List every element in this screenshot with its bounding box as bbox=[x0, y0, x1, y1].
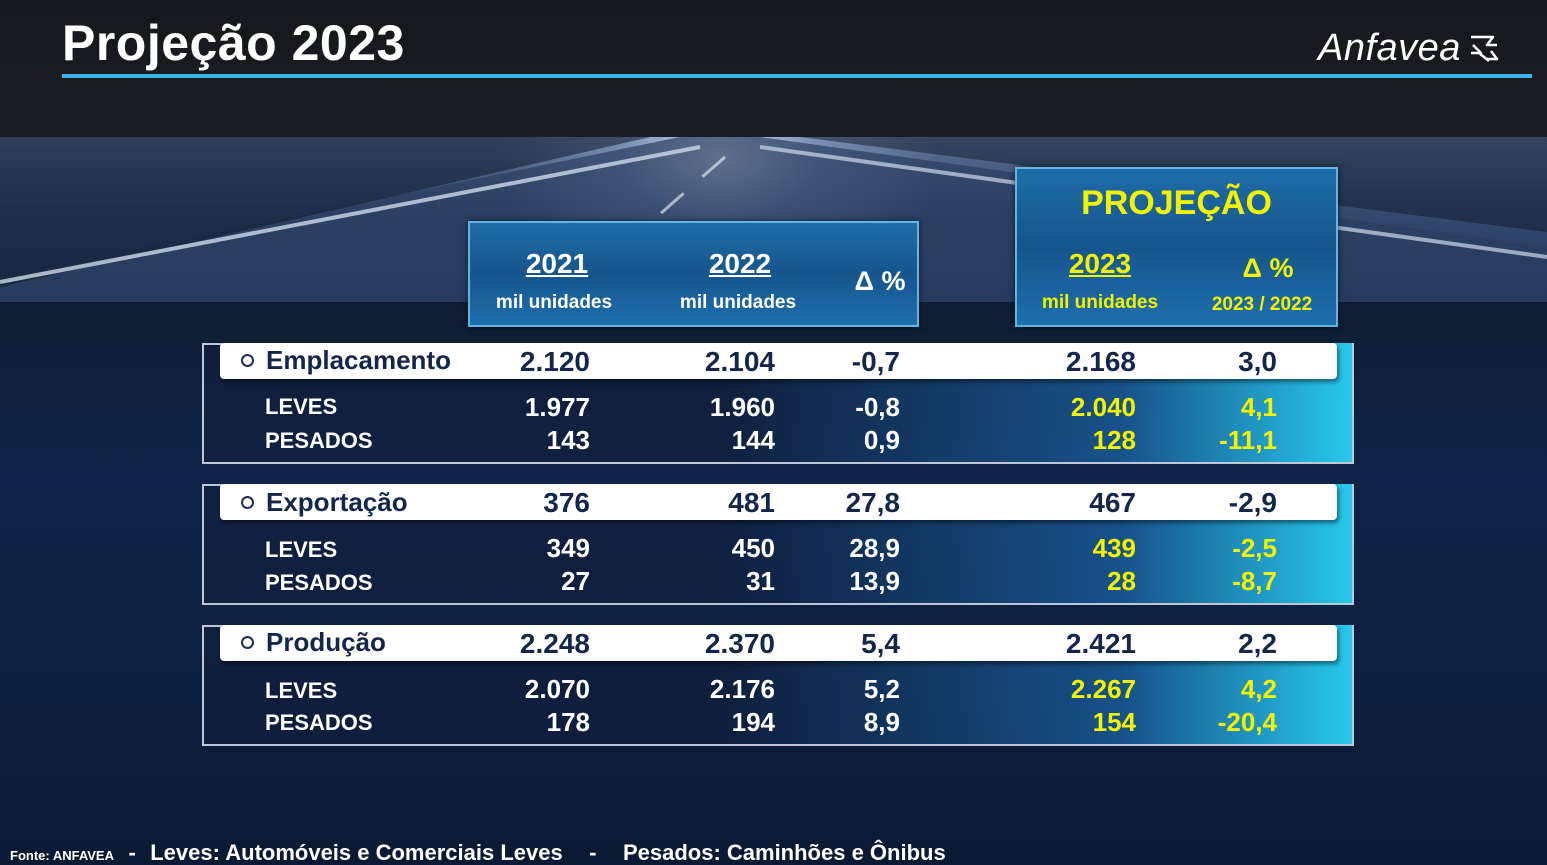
producao-delta: 5,4 bbox=[861, 628, 900, 659]
year-2023-unit: mil unidades bbox=[1041, 292, 1159, 313]
exportacao-2021: 376 bbox=[543, 487, 590, 518]
emplacamento-pesados-2021: 143 bbox=[546, 425, 590, 455]
emplacamento-2023: 2.168 bbox=[1065, 346, 1136, 377]
projection-title: PROJEÇÃO bbox=[1081, 184, 1272, 222]
exportacao-pesados-delta-proj: -8,7 bbox=[1232, 566, 1277, 596]
producao-leves-2022: 2.176 bbox=[709, 674, 775, 704]
producao-leves-2023: 2.267 bbox=[1070, 674, 1136, 704]
exportacao-leves-2022: 450 bbox=[731, 533, 775, 563]
footer-pesados-note: Pesados: Caminhões e Ônibus bbox=[622, 840, 946, 865]
footer-source: Fonte: ANFAVEA bbox=[10, 848, 114, 863]
logo-text: Anfavea bbox=[1318, 26, 1461, 69]
emplacamento-2021: 2.120 bbox=[519, 346, 590, 377]
page-title: Projeção 2023 bbox=[62, 15, 405, 71]
exportacao-pesados-delta: 13,9 bbox=[849, 566, 900, 596]
producao-bar bbox=[220, 625, 1337, 661]
producao-pesados-2022: 194 bbox=[731, 707, 775, 737]
exportacao-pesados-label: PESADOS bbox=[265, 570, 373, 595]
producao-label: Produção bbox=[266, 627, 386, 657]
title-underline bbox=[62, 74, 1532, 78]
emplacamento-pesados-delta-proj: -11,1 bbox=[1219, 425, 1277, 455]
exportacao-pesados-2023: 28 bbox=[1107, 566, 1136, 596]
exportacao-delta: 27,8 bbox=[845, 487, 901, 518]
producao-leves-delta-proj: 4,2 bbox=[1240, 674, 1277, 704]
exportacao-leves-delta: 28,9 bbox=[849, 533, 900, 563]
emplacamento-leves-label: LEVES bbox=[265, 394, 338, 419]
exportacao-leves-label: LEVES bbox=[265, 537, 338, 562]
producao-pesados-delta-proj: -20,4 bbox=[1217, 707, 1277, 737]
exportacao-label: Exportação bbox=[266, 487, 408, 517]
emplacamento-leves-2021: 1.977 bbox=[524, 392, 590, 422]
producao-2022: 2.370 bbox=[704, 628, 775, 659]
emplacamento-2022: 2.104 bbox=[704, 346, 775, 377]
anfavea-logo: Anfavea bbox=[1318, 26, 1501, 70]
delta-projection-header: Δ % bbox=[1242, 253, 1294, 283]
exportacao-pesados-2021: 27 bbox=[561, 566, 590, 596]
emplacamento-pesados-delta: 0,9 bbox=[863, 425, 900, 455]
bullet-icon bbox=[241, 496, 254, 509]
emplacamento-pesados-label: PESADOS bbox=[265, 428, 373, 453]
exportacao-delta-proj: -2,9 bbox=[1228, 487, 1277, 518]
exportacao-pesados-2022: 31 bbox=[746, 566, 775, 596]
emplacamento-leves-delta: -0,8 bbox=[855, 392, 900, 422]
producao-delta-proj: 2,2 bbox=[1238, 628, 1277, 659]
emplacamento-delta-proj: 3,0 bbox=[1238, 346, 1277, 377]
footer-note: Fonte: ANFAVEA - Leves: Automóveis e Com… bbox=[10, 840, 946, 865]
emplacamento-pesados-2023: 128 bbox=[1092, 425, 1136, 455]
delta-header: Δ % bbox=[854, 266, 906, 296]
emplacamento-leves-2023: 2.040 bbox=[1070, 392, 1136, 422]
emplacamento-leves-2022: 1.960 bbox=[709, 392, 775, 422]
delta-projection-subheader: 2023 / 2022 bbox=[1211, 294, 1313, 315]
history-header-box bbox=[468, 221, 919, 327]
exportacao-leves-2021: 349 bbox=[546, 533, 590, 563]
exportacao-bar bbox=[220, 484, 1337, 520]
footer-separator: - bbox=[589, 840, 597, 865]
projection-header-box bbox=[1015, 167, 1338, 327]
footer-leves-note: Leves: Automóveis e Comerciais Leves bbox=[150, 840, 563, 865]
exportacao-2023: 467 bbox=[1089, 487, 1136, 518]
producao-pesados-2023: 154 bbox=[1092, 707, 1136, 737]
year-2022-unit: mil unidades bbox=[679, 292, 797, 313]
bullet-icon bbox=[241, 354, 254, 367]
emplacamento-pesados-2022: 144 bbox=[731, 425, 775, 455]
emplacamento-bar bbox=[220, 343, 1337, 379]
producao-2021: 2.248 bbox=[519, 628, 590, 659]
footer-separator: - bbox=[128, 840, 136, 865]
exportacao-2022: 481 bbox=[728, 487, 775, 518]
emplacamento-label: Emplacamento bbox=[266, 345, 451, 375]
producao-leves-delta: 5,2 bbox=[863, 674, 900, 704]
emplacamento-leves-delta-proj: 4,1 bbox=[1240, 392, 1277, 422]
producao-leves-label: LEVES bbox=[265, 678, 338, 703]
exportacao-leves-delta-proj: -2,5 bbox=[1232, 533, 1277, 563]
producao-pesados-label: PESADOS bbox=[265, 710, 373, 735]
exportacao-leves-2023: 439 bbox=[1092, 533, 1136, 563]
year-2023-label: 2023 bbox=[1068, 248, 1132, 279]
producao-pesados-delta: 8,9 bbox=[863, 707, 900, 737]
year-2021-unit: mil unidades bbox=[495, 292, 613, 313]
producao-leves-2021: 2.070 bbox=[524, 674, 590, 704]
year-2021-label: 2021 bbox=[525, 248, 589, 279]
producao-2023: 2.421 bbox=[1065, 628, 1136, 659]
anfavea-mark-icon bbox=[1470, 35, 1499, 62]
producao-pesados-2021: 178 bbox=[546, 707, 590, 737]
header-band bbox=[0, 0, 1547, 137]
emplacamento-delta: -0,7 bbox=[851, 346, 900, 377]
bullet-icon bbox=[241, 636, 254, 649]
year-2022-label: 2022 bbox=[708, 248, 772, 279]
